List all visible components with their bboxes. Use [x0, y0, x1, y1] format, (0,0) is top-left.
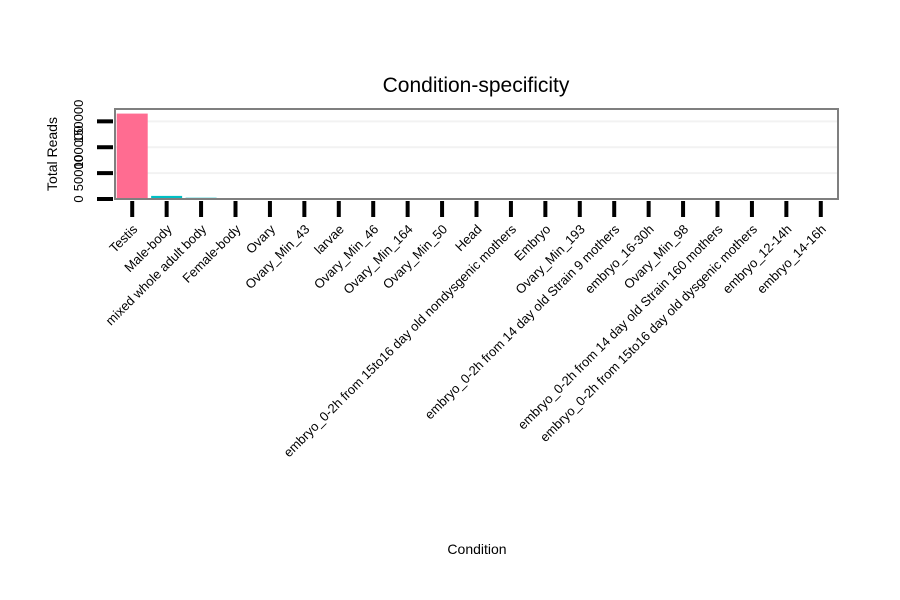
- grid-lines: [115, 120, 838, 200]
- y-tick-label: 150000: [71, 100, 86, 143]
- y-tick-label: 0: [71, 195, 86, 202]
- plot-panel: [114, 108, 839, 200]
- y-axis-title: Total Reads: [44, 117, 60, 191]
- x-tick-label: embryo_0-2h from 15to16 day old nondysge…: [281, 221, 520, 460]
- y-tick-label: 50000: [71, 155, 86, 191]
- x-axis-ticks: [130, 201, 823, 217]
- bar: [116, 113, 148, 199]
- chart-title: Condition-specificity: [383, 74, 570, 97]
- bars: [116, 113, 217, 200]
- bar: [151, 195, 183, 199]
- x-axis-title: Condition: [447, 541, 506, 557]
- y-tick-label: 100000: [71, 126, 86, 169]
